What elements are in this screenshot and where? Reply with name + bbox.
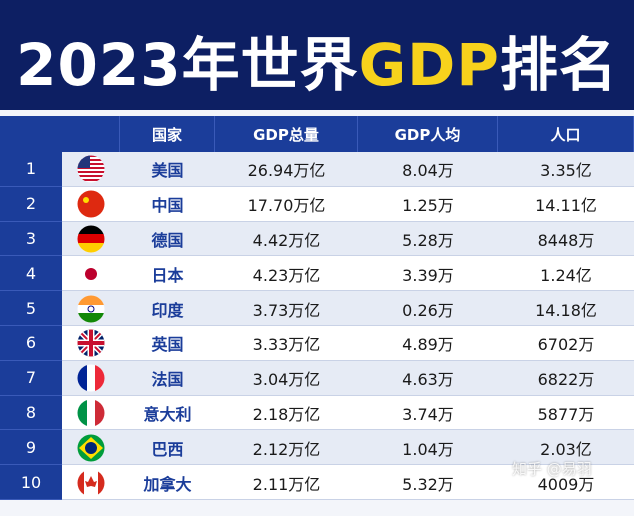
value-cell: 0.26万 [402,300,454,320]
flag-icon [77,260,105,288]
ranking-table: 国家 GDP总量 GDP人均 人口 1 美国 26.94万亿 8.04万 3.35亿 2 中国 17.… [0,116,634,516]
title-band: 2023年世界GDP排名 [0,0,634,110]
table-row [62,256,634,292]
table-row [62,360,634,396]
value-cell: 3.35亿 [540,161,592,181]
flag-icon [77,225,105,253]
flag-icon [77,329,105,357]
value-cell: 4.63万 [402,370,454,390]
title-suffix: 排名 [499,31,618,99]
table-row [62,186,634,222]
rank-cell: 6 [0,326,62,361]
value-cell: 17.70万亿 [247,196,326,216]
value-cell: 26.94万亿 [247,161,326,181]
country-cell: 中国 [151,196,184,216]
country-cell: 印度 [151,300,184,320]
country-cell: 日本 [151,265,184,285]
header-cell: GDP总量 [215,116,358,152]
value-cell: 5.32万 [402,474,454,494]
rank-cell: 7 [0,360,62,396]
country-cell: 巴西 [151,439,184,459]
value-cell: 4009万 [537,474,595,494]
value-cell: 1.04万 [402,439,454,459]
header-cell [0,116,120,152]
value-cell: 4.23万亿 [252,265,321,285]
value-cell: 5877万 [537,404,595,424]
value-cell: 1.24亿 [540,265,592,285]
table-row [62,430,634,466]
value-cell: 2.18万亿 [252,404,321,424]
value-cell: 6822万 [537,370,595,390]
value-cell: 2.12万亿 [252,439,321,459]
value-cell: 6702万 [537,335,595,355]
value-cell: 3.04万亿 [252,370,321,390]
flag-icon [77,364,105,392]
value-cell: 14.18亿 [535,300,597,320]
country-cell: 英国 [151,335,184,355]
value-cell: 4.42万亿 [252,230,321,250]
watermark: 知乎 @易羽 [512,460,592,478]
table-row [62,465,634,500]
rank-cell: 9 [0,430,62,466]
header-cell: 国家 [120,116,215,152]
title-highlight: GDP [358,31,500,99]
table-row [62,395,634,431]
flag-icon [77,399,105,427]
flag-icon [77,434,105,462]
rank-cell: 3 [0,221,62,257]
value-cell: 3.33万亿 [252,335,321,355]
value-cell: 2.11万亿 [252,474,321,494]
value-cell: 8.04万 [402,161,454,181]
header-cell: GDP人均 [358,116,498,152]
country-cell: 意大利 [143,404,192,424]
value-cell: 2.03亿 [540,439,592,459]
rank-cell: 10 [0,465,62,500]
title-prefix: 2023年世界 [16,31,359,99]
flag-icon [77,295,105,323]
country-cell: 加拿大 [143,474,192,494]
value-cell: 3.74万 [402,404,454,424]
country-cell: 德国 [151,230,184,250]
value-cell: 3.39万 [402,265,454,285]
value-cell: 3.73万亿 [252,300,321,320]
country-cell: 美国 [151,161,184,181]
flag-icon [77,469,105,497]
country-cell: 法国 [151,370,184,390]
table-row [62,221,634,257]
flag-icon [77,155,105,183]
value-cell: 8448万 [537,230,595,250]
rank-cell: 8 [0,395,62,431]
table-row [62,326,634,361]
title: 2023年世界GDP排名 [0,18,634,102]
flag-icon [77,190,105,218]
header-cell: 人口 [498,116,634,152]
rank-cell: 5 [0,291,62,326]
value-cell: 1.25万 [402,196,454,216]
rank-cell: 1 [0,152,62,187]
page: 2023年世界GDP排名 国家 GDP总量 GDP人均 人口 1 美国 26.94万亿 8.0… [0,0,634,500]
value-cell: 4.89万 [402,335,454,355]
value-cell: 5.28万 [402,230,454,250]
table-row [62,291,634,326]
rank-cell: 4 [0,256,62,292]
value-cell: 14.11亿 [535,196,597,216]
table-row [62,152,634,187]
rank-cell: 2 [0,186,62,222]
